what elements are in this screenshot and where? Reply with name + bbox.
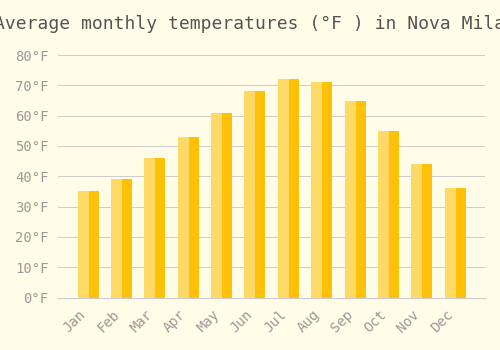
Bar: [446, 188, 466, 298]
Bar: [412, 164, 432, 298]
Bar: [312, 82, 332, 298]
Bar: [78, 191, 88, 298]
Bar: [212, 113, 232, 298]
Bar: [279, 79, 299, 298]
Bar: [112, 179, 132, 298]
Bar: [144, 158, 156, 298]
Bar: [344, 100, 356, 298]
Bar: [444, 188, 456, 298]
Title: Average monthly temperatures (°F ) in Nova Milanese: Average monthly temperatures (°F ) in No…: [0, 15, 500, 33]
Bar: [178, 137, 188, 298]
Bar: [379, 131, 399, 298]
Bar: [411, 164, 422, 298]
Bar: [278, 79, 289, 298]
Bar: [211, 113, 222, 298]
Bar: [378, 131, 389, 298]
Bar: [146, 158, 166, 298]
Bar: [78, 191, 98, 298]
Bar: [178, 137, 199, 298]
Bar: [244, 91, 256, 298]
Bar: [346, 100, 366, 298]
Bar: [311, 82, 322, 298]
Bar: [246, 91, 266, 298]
Bar: [111, 179, 122, 298]
